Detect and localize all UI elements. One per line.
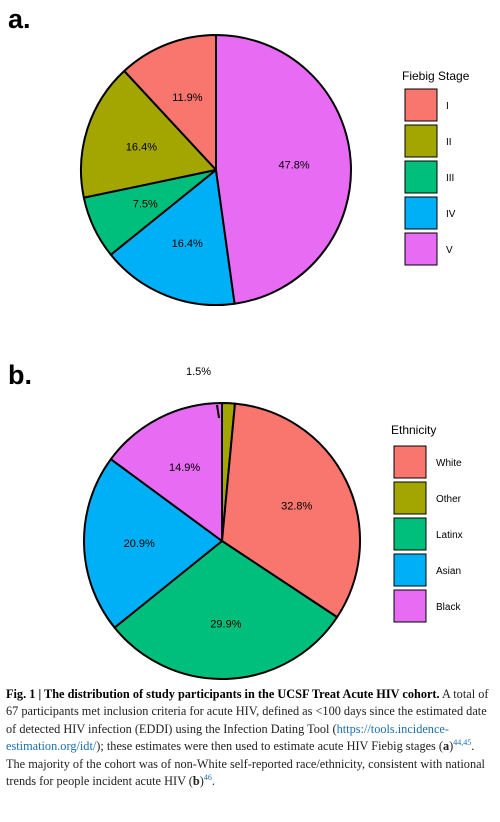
caption-ref-b-close: ) [199, 774, 204, 789]
ethnicity-legend-swatch-asian [393, 553, 427, 587]
panel-a-label: a. [8, 4, 31, 34]
caption-text-2: ); these estimates were then used to est… [96, 739, 444, 754]
pie-a-slice-labels: 11.9% 16.4% 7.5% 16.4% 47.8% [126, 92, 310, 250]
ethnicity-slice-asian [83, 458, 223, 629]
legend-ethnicity: White Other Latinx Asian Black [393, 445, 463, 623]
caption-fig-label: Fig. 1 | [6, 687, 45, 701]
panel-a: a. 11.9% 16.4% 7.5% 16.4% 47.8% Fiebig Stage… [8, 4, 470, 306]
figure-charts: a. 11.9% 16.4% 7.5% 16.4% 47.8% Fiebig Stage… [8, 4, 470, 680]
fiebig-slice-label-v: 47.8% [278, 160, 309, 172]
fiebig-slice-i [123, 34, 217, 171]
pie-chart-fiebig-stage [80, 34, 352, 306]
callout-label-other: 1.5% [186, 366, 211, 378]
legend-title-ethnicity: Ethnicity [391, 423, 436, 437]
fiebig-slice-label-iv: 16.4% [172, 238, 203, 250]
ethnicity-legend-swatch-other [393, 481, 427, 515]
caption-title: The distribution of study participants i… [44, 687, 440, 701]
fiebig-legend-label-v: V [446, 245, 453, 256]
fiebig-legend-swatch-ii [404, 124, 438, 158]
fiebig-slice-ii [80, 70, 217, 199]
ethnicity-legend-label-other: Other [436, 494, 462, 505]
caption-text-4: . [211, 774, 215, 789]
ethnicity-legend-label-black: Black [436, 602, 461, 613]
caption-ref-b: b [192, 774, 200, 789]
ethnicity-slice-black [109, 402, 223, 542]
panel-b: b. 32.8% 29.9% 20.9% 14.9% 1.5% Ethnicity W… [8, 360, 463, 680]
pie-chart-ethnicity [83, 401, 361, 680]
ethnicity-legend-swatch-black [393, 589, 427, 623]
fiebig-legend-label-i: I [446, 101, 449, 112]
caption-ref-a-sup[interactable]: 44,45 [453, 738, 472, 748]
legend-title-fiebig-stage: Fiebig Stage [402, 69, 470, 83]
fiebig-legend-label-ii: II [446, 137, 452, 148]
ethnicity-legend-swatch-latinx [393, 517, 427, 551]
ethnicity-legend-swatch-white [393, 445, 427, 479]
caption-ref-a: a [443, 739, 450, 754]
caption-ref-a-close: ) [449, 739, 454, 754]
ethnicity-slice-latinx [113, 540, 339, 680]
fiebig-slice-v [215, 34, 352, 305]
ethnicity-legend-label-latinx: Latinx [436, 530, 463, 541]
fiebig-legend-swatch-i [404, 88, 438, 122]
ethnicity-slice-label-black: 14.9% [169, 462, 200, 474]
ethnicity-slice-label-asian: 20.9% [124, 538, 155, 550]
ethnicity-legend-label-white: White [436, 458, 462, 469]
figure-caption: Fig. 1 | The distribution of study parti… [6, 686, 492, 790]
ethnicity-slice-label-white: 32.8% [281, 500, 312, 512]
panel-b-label: b. [8, 360, 32, 390]
caption-text-3: . The majority of the cohort was of non-… [6, 739, 485, 789]
fiebig-slice-label-ii: 16.4% [126, 141, 157, 153]
fiebig-legend-swatch-iv [404, 196, 438, 230]
fiebig-legend-swatch-iii [404, 160, 438, 194]
caption-text-1: A total of 67 participants met inclusion… [6, 687, 489, 736]
fiebig-legend-swatch-v [404, 232, 438, 266]
fiebig-legend-label-iv: IV [446, 209, 456, 220]
callout-leader-line [216, 404, 220, 419]
fiebig-legend-label-iii: III [446, 173, 454, 184]
ethnicity-legend-label-asian: Asian [436, 566, 461, 577]
fiebig-slice-iv [109, 169, 236, 306]
fiebig-slice-label-i: 11.9% [172, 92, 203, 104]
fiebig-slice-label-iii: 7.5% [133, 199, 158, 211]
caption-link-idt[interactable]: https://tools.incidence-estimation.org/i… [6, 721, 449, 754]
pie-b-slice-labels: 32.8% 29.9% 20.9% 14.9% [124, 462, 313, 631]
ethnicity-slice-label-latinx: 29.9% [210, 619, 241, 631]
caption-ref-b-sup[interactable]: 46 [203, 772, 212, 782]
